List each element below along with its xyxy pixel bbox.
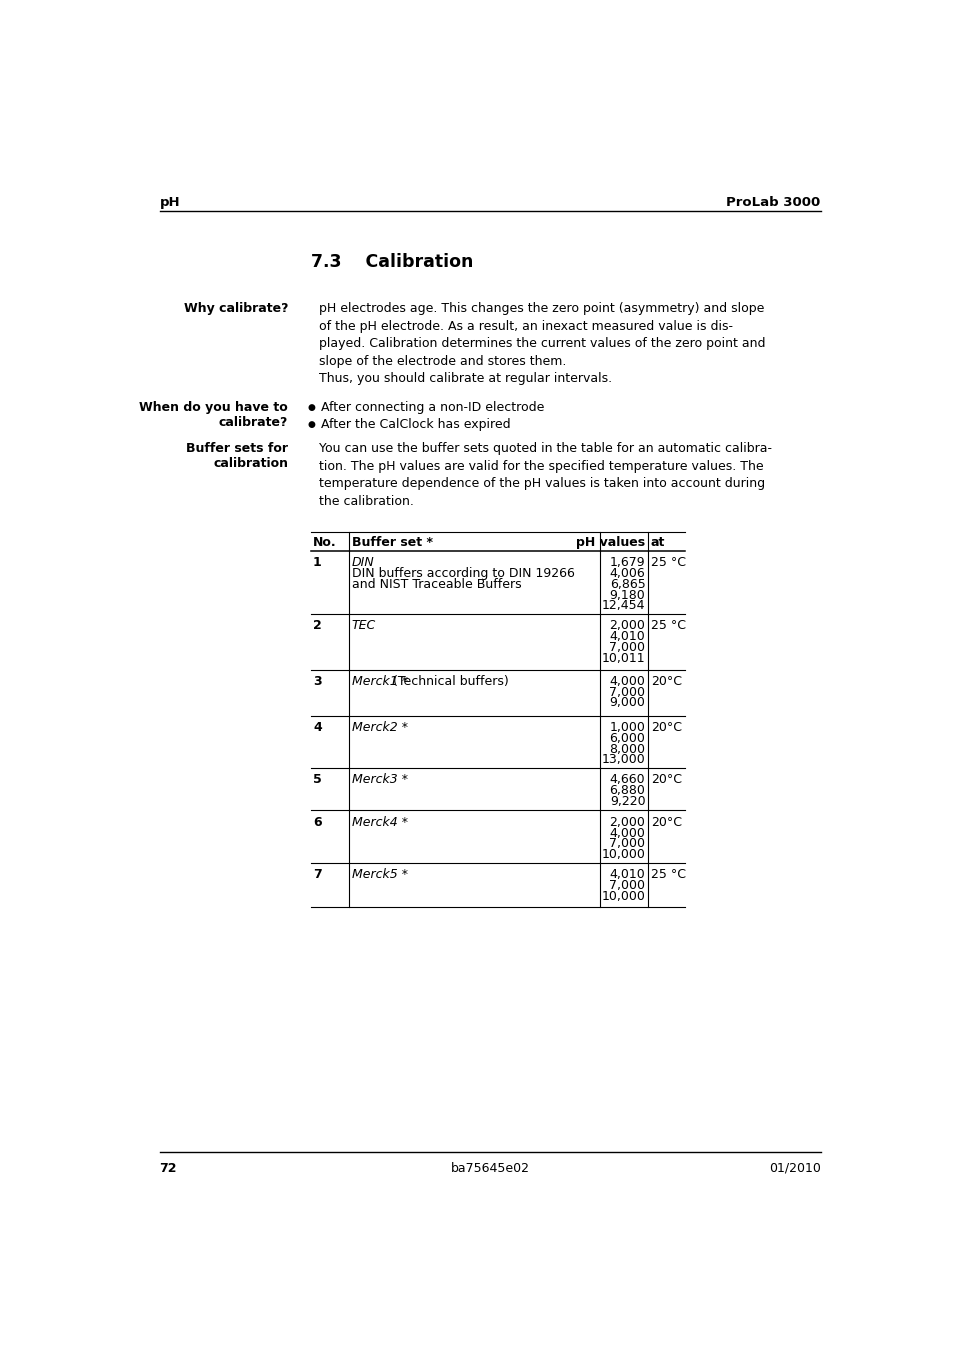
Text: pH: pH bbox=[159, 196, 180, 209]
Text: 4,000: 4,000 bbox=[609, 676, 645, 688]
Text: ●: ● bbox=[307, 403, 315, 412]
Text: Merck3 *: Merck3 * bbox=[352, 774, 407, 786]
Text: 3: 3 bbox=[313, 676, 321, 688]
Text: 4: 4 bbox=[313, 721, 321, 734]
Text: pH values: pH values bbox=[576, 535, 645, 549]
Text: ●: ● bbox=[307, 420, 315, 430]
Text: Merck4 *: Merck4 * bbox=[352, 816, 407, 830]
Text: 7,000: 7,000 bbox=[609, 686, 645, 698]
Text: 20°C: 20°C bbox=[650, 816, 681, 830]
Text: 01/2010: 01/2010 bbox=[768, 1162, 820, 1174]
Text: 10,000: 10,000 bbox=[601, 890, 645, 902]
Text: Buffer sets for
calibration: Buffer sets for calibration bbox=[186, 442, 288, 470]
Text: 20°C: 20°C bbox=[650, 721, 681, 734]
Text: 1,000: 1,000 bbox=[609, 721, 645, 734]
Text: DIN: DIN bbox=[352, 557, 375, 569]
Text: 7,000: 7,000 bbox=[609, 838, 645, 850]
Text: 72: 72 bbox=[159, 1162, 177, 1174]
Text: 4,006: 4,006 bbox=[609, 567, 645, 580]
Text: 20°C: 20°C bbox=[650, 774, 681, 786]
Text: Merck5 *: Merck5 * bbox=[352, 869, 407, 881]
Text: Merck1 *: Merck1 * bbox=[352, 676, 407, 688]
Text: TEC: TEC bbox=[352, 620, 375, 632]
Text: 4,010: 4,010 bbox=[609, 631, 645, 643]
Text: No.: No. bbox=[313, 535, 336, 549]
Text: 9,220: 9,220 bbox=[609, 794, 645, 808]
Text: 1,679: 1,679 bbox=[609, 557, 645, 569]
Text: 6,000: 6,000 bbox=[609, 732, 645, 744]
Text: 7.3    Calibration: 7.3 Calibration bbox=[311, 253, 473, 272]
Text: and NIST Traceable Buffers: and NIST Traceable Buffers bbox=[352, 578, 521, 590]
Text: Why calibrate?: Why calibrate? bbox=[184, 303, 288, 315]
Text: 8,000: 8,000 bbox=[609, 743, 645, 755]
Text: You can use the buffer sets quoted in the table for an automatic calibra-
tion. : You can use the buffer sets quoted in th… bbox=[319, 442, 771, 508]
Text: 10,000: 10,000 bbox=[601, 848, 645, 861]
Text: 4,010: 4,010 bbox=[609, 869, 645, 881]
Text: 25 °C: 25 °C bbox=[650, 869, 685, 881]
Text: After connecting a non-ID electrode: After connecting a non-ID electrode bbox=[320, 401, 543, 413]
Text: 9,180: 9,180 bbox=[609, 589, 645, 601]
Text: 25 °C: 25 °C bbox=[650, 557, 685, 569]
Text: 4,660: 4,660 bbox=[609, 774, 645, 786]
Text: Buffer set *: Buffer set * bbox=[352, 535, 433, 549]
Text: 7: 7 bbox=[313, 869, 321, 881]
Text: at: at bbox=[650, 535, 664, 549]
Text: 2,000: 2,000 bbox=[609, 620, 645, 632]
Text: 7,000: 7,000 bbox=[609, 642, 645, 654]
Text: ProLab 3000: ProLab 3000 bbox=[725, 196, 820, 209]
Text: pH electrodes age. This changes the zero point (asymmetry) and slope
of the pH e: pH electrodes age. This changes the zero… bbox=[319, 303, 765, 385]
Text: 2: 2 bbox=[313, 620, 321, 632]
Text: 13,000: 13,000 bbox=[601, 754, 645, 766]
Text: 7,000: 7,000 bbox=[609, 880, 645, 892]
Text: 12,454: 12,454 bbox=[601, 600, 645, 612]
Text: 9,000: 9,000 bbox=[609, 697, 645, 709]
Text: When do you have to
calibrate?: When do you have to calibrate? bbox=[139, 401, 288, 428]
Text: 5: 5 bbox=[313, 774, 321, 786]
Text: ba75645e02: ba75645e02 bbox=[450, 1162, 529, 1174]
Text: 20°C: 20°C bbox=[650, 676, 681, 688]
Text: 6: 6 bbox=[313, 816, 321, 830]
Text: 1: 1 bbox=[313, 557, 321, 569]
Text: Merck2 *: Merck2 * bbox=[352, 721, 407, 734]
Text: DIN buffers according to DIN 19266: DIN buffers according to DIN 19266 bbox=[352, 567, 574, 580]
Text: 6,865: 6,865 bbox=[609, 578, 645, 590]
Text: 25 °C: 25 °C bbox=[650, 620, 685, 632]
Text: 10,011: 10,011 bbox=[601, 651, 645, 665]
Text: (Technical buffers): (Technical buffers) bbox=[389, 676, 508, 688]
Text: 6,880: 6,880 bbox=[609, 785, 645, 797]
Text: 2,000: 2,000 bbox=[609, 816, 645, 830]
Text: 4,000: 4,000 bbox=[609, 827, 645, 839]
Text: After the CalClock has expired: After the CalClock has expired bbox=[320, 417, 510, 431]
